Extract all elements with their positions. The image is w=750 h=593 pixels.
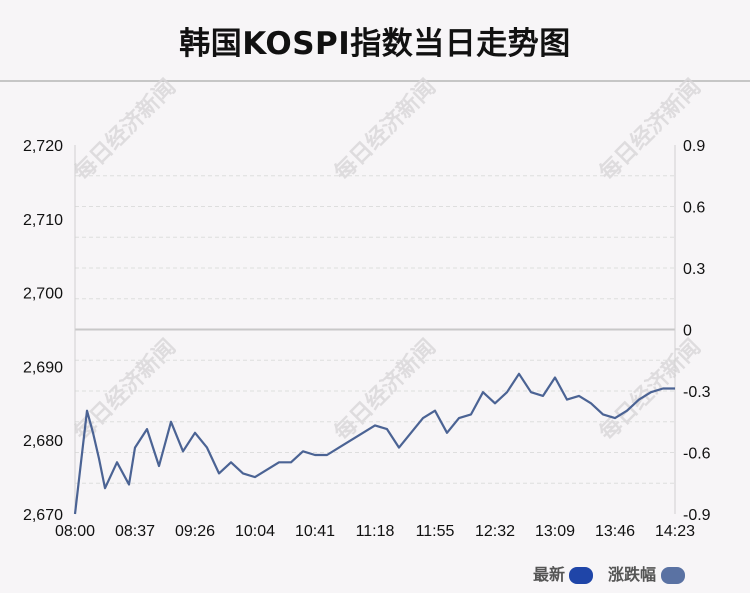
series-line-latest — [73, 372, 675, 515]
x-tick-labels: 08:00 08:37 09:26 10:04 10:41 11:18 11:55 12:32… — [55, 523, 695, 540]
x-tick-label: 11:55 — [416, 523, 455, 540]
right-y-tick-label: 0.9 — [683, 138, 705, 155]
left-y-tick-label: 2,670 — [23, 507, 63, 524]
x-tick-label: 11:18 — [356, 523, 395, 540]
x-tick-label: 13:09 — [535, 523, 575, 540]
right-y-tick-label: 0.3 — [683, 261, 705, 278]
watermark-text: 每日经济新闻 — [594, 74, 706, 186]
x-tick-label: 08:37 — [115, 523, 155, 540]
x-tick-label: 13:46 — [595, 523, 635, 540]
watermark-text: 每日经济新闻 — [69, 74, 181, 186]
left-y-tick-label: 2,710 — [23, 212, 63, 229]
right-y-tick-label: -0.6 — [683, 446, 711, 463]
left-y-tick-label: 2,700 — [23, 286, 63, 303]
x-tick-label: 08:00 — [55, 523, 95, 540]
right-y-tick-label: -0.3 — [683, 384, 711, 401]
left-y-tick-label: 2,680 — [23, 433, 63, 450]
legend-label: 最新 — [533, 565, 565, 584]
x-tick-label: 10:41 — [295, 523, 335, 540]
right-y-tick-labels: -0.9 -0.6 -0.3 0 0.3 0.6 0.9 — [683, 138, 711, 524]
right-y-tick-label: 0.6 — [683, 200, 705, 217]
grid-lines — [75, 175, 675, 484]
left-y-tick-labels: 2,670 2,680 2,690 2,700 2,710 2,720 — [23, 138, 63, 524]
left-y-tick-label: 2,720 — [23, 138, 63, 155]
x-tick-label: 12:32 — [475, 523, 515, 540]
x-tick-label: 10:04 — [235, 523, 275, 540]
left-y-tick-label: 2,690 — [23, 359, 63, 376]
chart-title: 韩国KOSPI指数当日走势图 — [179, 26, 571, 62]
right-y-tick-label: 0 — [683, 323, 692, 340]
x-tick-label: 14:23 — [655, 523, 695, 540]
watermark-text: 每日经济新闻 — [329, 74, 441, 186]
title-divider — [0, 80, 750, 82]
x-tick-label: 09:26 — [175, 523, 215, 540]
legend-swatch — [569, 567, 593, 584]
right-y-tick-label: -0.9 — [683, 507, 711, 524]
legend-swatch — [661, 567, 685, 584]
axes — [74, 145, 676, 514]
legend-label: 涨跌幅 — [608, 565, 656, 584]
legend: 最新 涨跌幅 — [533, 565, 685, 584]
